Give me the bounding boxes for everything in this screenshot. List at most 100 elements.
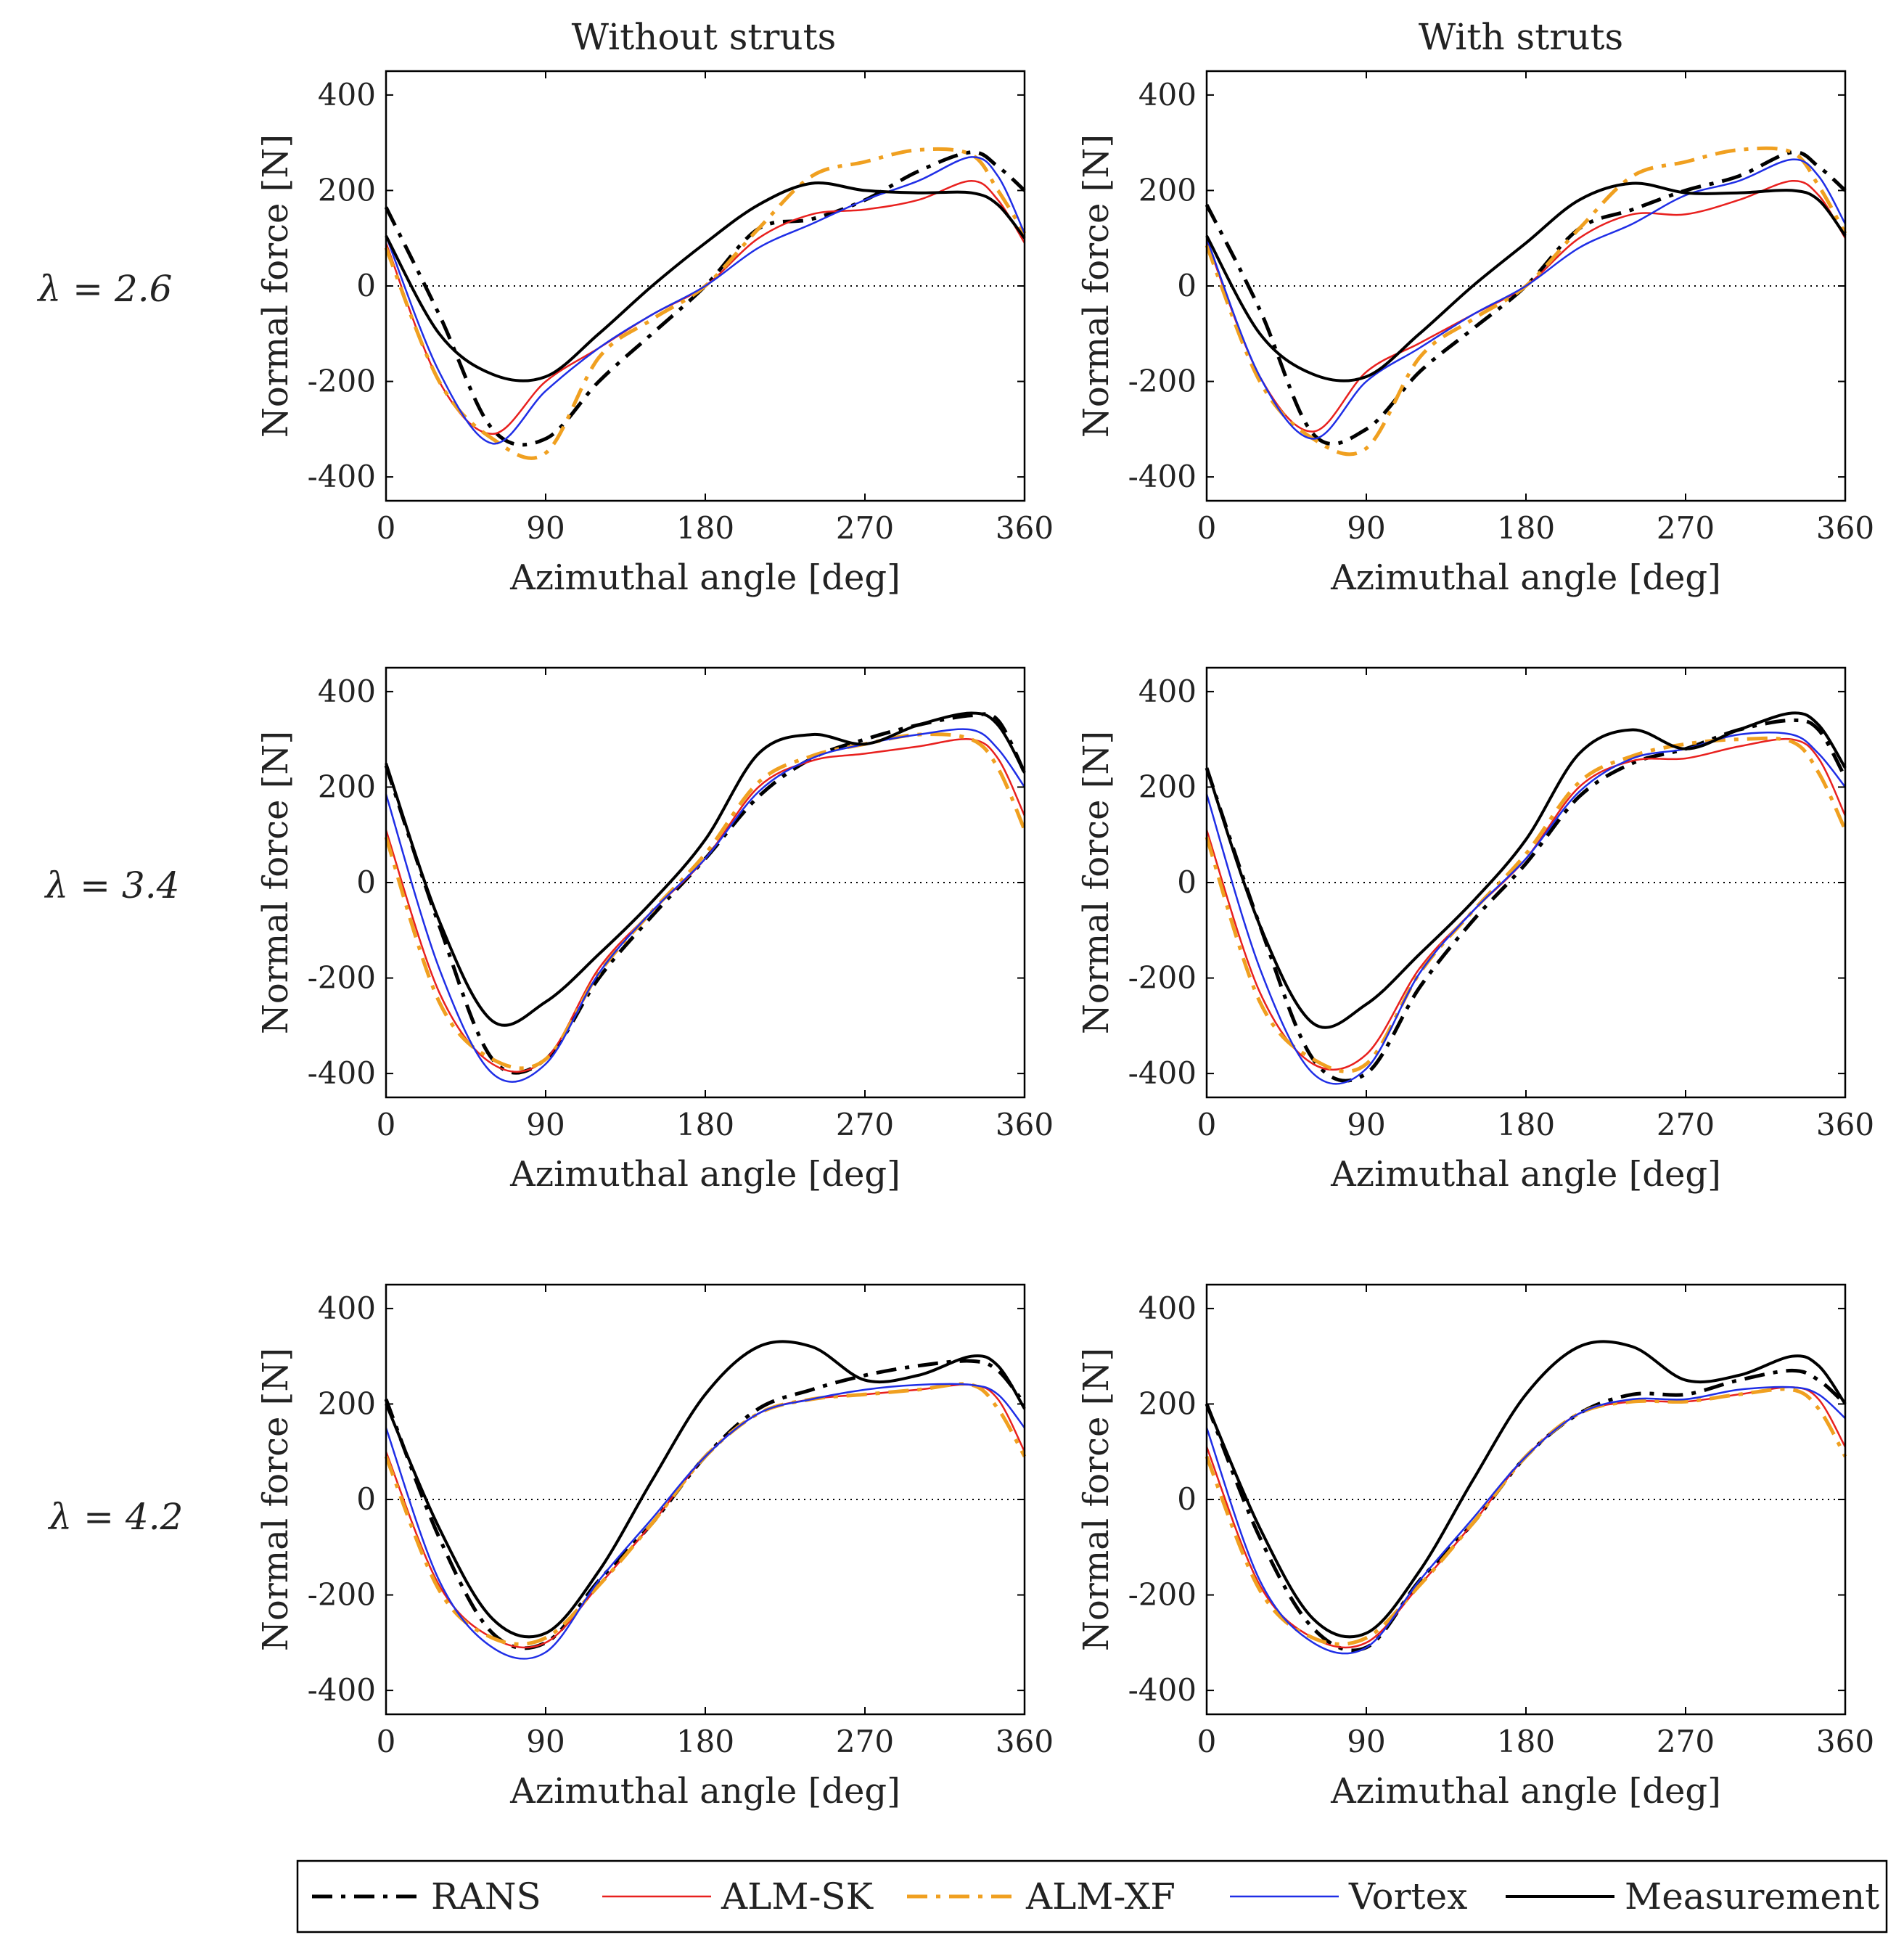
y-axis-label: Normal force [N] bbox=[1076, 1348, 1117, 1651]
subplot-2-1: 0 90 180 270 360 400 200 0 -200 -400 Azimuthal ang… bbox=[1076, 1283, 1874, 1812]
y-tick-label: -400 bbox=[308, 1055, 376, 1091]
series-line-rans bbox=[1205, 150, 1847, 446]
legend-entry-vortex: Vortex bbox=[1230, 1875, 1467, 1918]
x-tick-label: 90 bbox=[526, 510, 565, 546]
legend-box bbox=[296, 1859, 1888, 1933]
y-tick-label: 200 bbox=[1138, 172, 1197, 208]
y-tick-label: -400 bbox=[1128, 1055, 1197, 1091]
x-tick-label: 270 bbox=[836, 1724, 894, 1759]
row-label-tsr-3-4: λ = 3.4 bbox=[44, 864, 180, 907]
column-title-with-struts: With struts bbox=[1419, 16, 1623, 58]
x-axis-label: Azimuthal angle [deg] bbox=[509, 557, 900, 598]
series-line-rans bbox=[384, 712, 1027, 1075]
legend-label: ALM-SK bbox=[721, 1875, 874, 1918]
x-tick-label: 180 bbox=[676, 1107, 734, 1142]
y-tick-label: 400 bbox=[318, 77, 376, 112]
x-tick-label: 270 bbox=[1657, 1107, 1715, 1142]
x-tick-label: 360 bbox=[1816, 510, 1874, 546]
subplot-0-1: 0 90 180 270 360 400 200 0 -200 -400 Azimuthal ang… bbox=[1076, 70, 1874, 598]
y-axis-label: Normal force [N] bbox=[255, 731, 296, 1034]
legend: RANS ALM-SK ALM-XF Vortex Measurement bbox=[296, 1859, 1888, 1933]
x-axis-label: Azimuthal angle [deg] bbox=[1330, 557, 1721, 598]
series-line-rans bbox=[384, 1359, 1026, 1650]
y-tick-label: -400 bbox=[308, 1672, 376, 1708]
subplot-grid: 0 90 180 270 360 400 200 0 -200 -400 Azimuthal ang… bbox=[255, 70, 1874, 1812]
x-tick-label: 90 bbox=[1347, 1724, 1385, 1759]
series-line-alm-sk bbox=[1205, 737, 1847, 1071]
x-tick-label: 90 bbox=[1347, 510, 1385, 546]
y-tick-label: 200 bbox=[1138, 769, 1197, 804]
column-titles: Without struts With struts bbox=[572, 16, 1624, 58]
column-title-without-struts: Without struts bbox=[572, 16, 837, 58]
subplot-1-1: 0 90 180 270 360 400 200 0 -200 -400 Azimuthal ang… bbox=[1076, 666, 1874, 1195]
subplot-2-0: 0 90 180 270 360 400 200 0 -200 -400 Azimuthal ang… bbox=[255, 1283, 1054, 1812]
y-tick-label: 0 bbox=[1177, 864, 1197, 900]
x-axis-label: Azimuthal angle [deg] bbox=[509, 1154, 900, 1195]
x-tick-label: 0 bbox=[377, 510, 396, 546]
y-tick-label: 200 bbox=[318, 1386, 376, 1421]
x-tick-label: 180 bbox=[676, 510, 734, 546]
x-tick-label: 360 bbox=[1816, 1107, 1874, 1142]
y-tick-label: -200 bbox=[308, 960, 376, 996]
series-line-measurement bbox=[1205, 181, 1847, 382]
y-tick-label: 200 bbox=[318, 172, 376, 208]
series-line-measurement bbox=[1205, 1340, 1847, 1639]
x-tick-label: 0 bbox=[1197, 510, 1217, 546]
series-line-measurement bbox=[1205, 711, 1847, 1029]
series-line-measurement bbox=[385, 1340, 1026, 1639]
series-line-alm-sk bbox=[1205, 180, 1847, 433]
x-tick-label: 90 bbox=[1347, 1107, 1385, 1142]
x-tick-label: 180 bbox=[1497, 1107, 1555, 1142]
x-tick-label: 360 bbox=[996, 1724, 1054, 1759]
y-tick-label: -200 bbox=[308, 1577, 376, 1613]
x-tick-label: 0 bbox=[1197, 1107, 1217, 1142]
y-tick-label: -200 bbox=[308, 364, 376, 399]
y-axis-label: Normal force [N] bbox=[1076, 731, 1117, 1034]
series-line-alm-xf bbox=[1205, 736, 1847, 1073]
legend-label: ALM-XF bbox=[1025, 1875, 1175, 1918]
y-tick-label: -200 bbox=[1128, 960, 1197, 996]
legend-label: RANS bbox=[431, 1875, 541, 1918]
legend-label: Measurement bbox=[1625, 1875, 1879, 1918]
y-axis-label: Normal force [N] bbox=[255, 1348, 296, 1651]
x-tick-label: 270 bbox=[1657, 510, 1715, 546]
series-line-measurement bbox=[385, 711, 1026, 1027]
x-tick-label: 180 bbox=[676, 1724, 734, 1759]
y-tick-label: 0 bbox=[1177, 1481, 1197, 1517]
legend-entry-rans: RANS bbox=[312, 1875, 541, 1918]
legend-label: Vortex bbox=[1348, 1875, 1467, 1918]
series-line-alm-xf bbox=[384, 732, 1027, 1071]
y-tick-label: -400 bbox=[1128, 459, 1197, 494]
series-line-vortex bbox=[1205, 731, 1846, 1085]
y-tick-label: -200 bbox=[1128, 1577, 1197, 1613]
y-tick-label: 400 bbox=[318, 1290, 376, 1326]
x-tick-label: 360 bbox=[1816, 1724, 1874, 1759]
series-line-vortex bbox=[1205, 158, 1847, 440]
x-axis-label: Azimuthal angle [deg] bbox=[1330, 1771, 1721, 1812]
y-tick-label: -200 bbox=[1128, 364, 1197, 399]
x-tick-label: 360 bbox=[996, 510, 1054, 546]
series-line-vortex bbox=[385, 156, 1026, 445]
y-tick-label: 400 bbox=[318, 674, 376, 709]
series-line-vortex bbox=[385, 728, 1026, 1083]
series-line-measurement bbox=[385, 181, 1026, 382]
y-tick-label: 200 bbox=[1138, 1386, 1197, 1421]
y-tick-label: -400 bbox=[1128, 1672, 1197, 1708]
x-tick-label: 180 bbox=[1497, 1724, 1555, 1759]
series-line-alm-sk bbox=[1205, 1386, 1847, 1649]
series-line-rans bbox=[384, 150, 1026, 447]
series-line-alm-sk bbox=[385, 737, 1026, 1073]
legend-entry-measurement: Measurement bbox=[1506, 1875, 1879, 1918]
y-tick-label: 0 bbox=[1177, 268, 1197, 303]
y-axis-label: Normal force [N] bbox=[255, 134, 296, 438]
x-tick-label: 0 bbox=[377, 1724, 396, 1759]
y-tick-label: 400 bbox=[1138, 674, 1197, 709]
x-axis-label: Azimuthal angle [deg] bbox=[1330, 1154, 1721, 1195]
y-tick-label: 400 bbox=[1138, 77, 1197, 112]
y-tick-label: 200 bbox=[318, 769, 376, 804]
series-line-rans bbox=[1205, 718, 1847, 1083]
y-tick-label: 0 bbox=[356, 864, 376, 900]
x-tick-label: 270 bbox=[836, 510, 894, 546]
y-axis-label: Normal force [N] bbox=[1076, 134, 1117, 438]
